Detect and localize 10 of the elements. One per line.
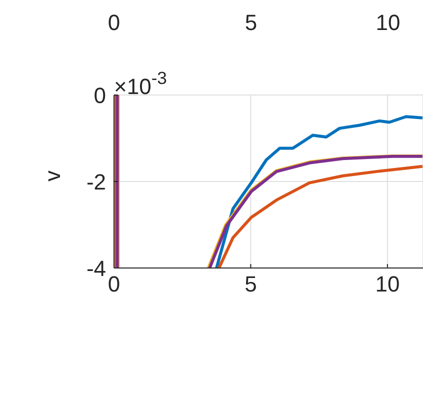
y-tick-label: -4 bbox=[86, 256, 106, 281]
x-tick-label: 10 bbox=[375, 272, 400, 297]
text: 10 bbox=[376, 10, 400, 36]
line-series bbox=[215, 115, 423, 268]
text: 5 bbox=[244, 10, 258, 36]
x-tick-label: 5 bbox=[244, 272, 257, 297]
y-tick-label: 0 bbox=[94, 82, 106, 108]
annotation: ×10$^{-3}$ bbox=[114, 68, 168, 99]
y-tick-label: -2 bbox=[86, 169, 106, 194]
y-axis-title: v bbox=[40, 170, 65, 182]
